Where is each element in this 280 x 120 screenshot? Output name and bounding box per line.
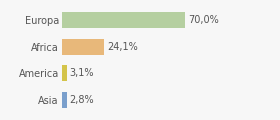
Bar	[62, 39, 104, 55]
Bar	[62, 65, 67, 81]
Text: 3,1%: 3,1%	[70, 68, 94, 78]
Bar	[62, 92, 67, 108]
Text: 24,1%: 24,1%	[107, 42, 137, 52]
Bar	[62, 12, 185, 28]
Text: 2,8%: 2,8%	[69, 95, 94, 105]
Text: 70,0%: 70,0%	[188, 15, 218, 25]
